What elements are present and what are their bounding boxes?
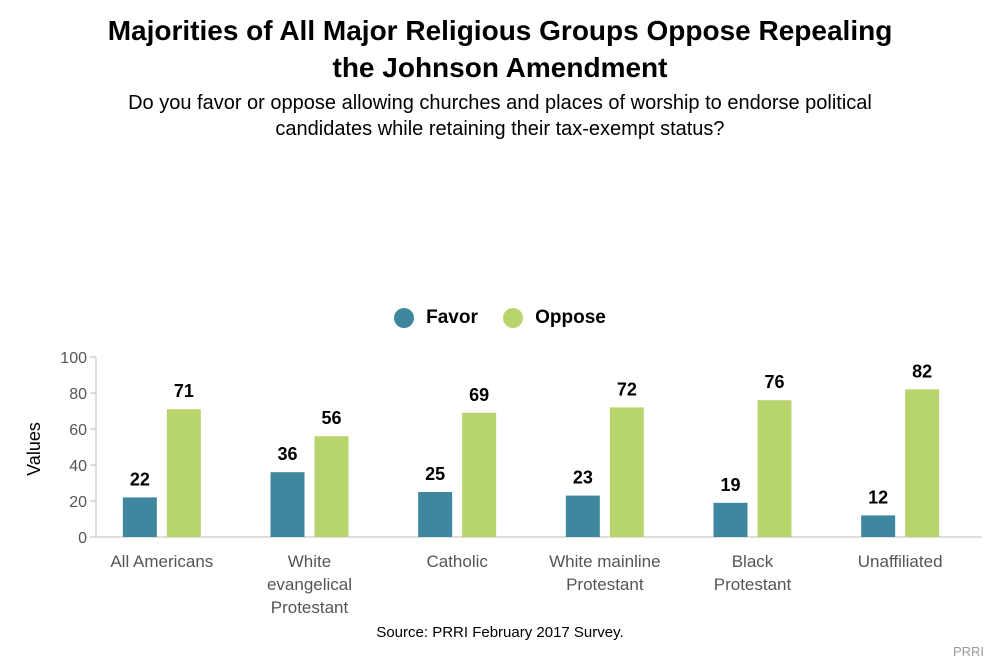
bar-favor (861, 515, 896, 537)
bar-favor (418, 492, 453, 537)
x-tick-label: White (288, 552, 331, 571)
data-label-favor: 23 (573, 468, 593, 488)
brand-watermark: PRRI (952, 644, 984, 659)
bar-oppose (462, 412, 497, 537)
bar-oppose (757, 400, 792, 537)
data-label-favor: 22 (130, 469, 150, 489)
y-tick-label: 20 (69, 494, 87, 511)
chart-subtitle-line-2: candidates while retaining their tax-exe… (275, 118, 725, 140)
source-note: Source: PRRI February 2017 Survey. (376, 624, 624, 641)
y-tick-label: 0 (78, 530, 87, 547)
chart-subtitle: Do you favor or oppose allowing churches… (0, 90, 1000, 142)
bar-oppose (609, 407, 644, 537)
x-tick-label: All Americans (110, 552, 213, 571)
bar-oppose (905, 389, 940, 537)
legend-swatch-favor (394, 308, 415, 328)
bar-oppose (166, 409, 201, 537)
x-tick-label: Black (732, 552, 774, 571)
legend-swatch-oppose (503, 308, 524, 328)
data-label-oppose: 69 (469, 385, 489, 405)
data-label-oppose: 72 (617, 379, 637, 399)
chart-title: Majorities of All Major Religious Groups… (0, 12, 1000, 86)
chart-legend: Favor Oppose (0, 307, 1000, 334)
data-label-oppose: 82 (912, 361, 932, 381)
y-axis-label: Values (24, 422, 44, 476)
x-tick-label: evangelical (267, 575, 352, 594)
data-label-favor: 19 (720, 475, 740, 495)
data-label-favor: 25 (425, 464, 445, 484)
data-label-favor: 36 (277, 444, 297, 464)
data-label-oppose: 71 (174, 381, 194, 401)
legend-label-favor: Favor (426, 307, 478, 328)
chart-title-line-1: Majorities of All Major Religious Groups… (107, 15, 893, 46)
bar-favor (122, 497, 157, 537)
bar-favor (713, 502, 748, 537)
chart-subtitle-line-1: Do you favor or oppose allowing churches… (128, 92, 872, 114)
y-tick-label: 40 (69, 458, 87, 475)
data-label-oppose: 76 (764, 372, 784, 392)
data-label-favor: 12 (868, 487, 888, 507)
x-tick-label: Catholic (426, 552, 488, 571)
y-tick-label: 80 (69, 386, 87, 403)
bar-oppose (314, 436, 349, 537)
bar-favor (270, 472, 305, 537)
legend-label-oppose: Oppose (535, 307, 606, 328)
x-tick-label: Protestant (566, 575, 644, 594)
x-tick-label: White mainline (549, 552, 661, 571)
legend-item-favor[interactable]: Favor (394, 307, 478, 329)
legend-item-oppose[interactable]: Oppose (503, 307, 606, 329)
y-tick-label: 60 (69, 422, 87, 439)
y-tick-label: 100 (60, 350, 87, 367)
bar-favor (565, 495, 600, 537)
data-label-oppose: 56 (321, 408, 341, 428)
chart-title-line-2: the Johnson Amendment (332, 52, 668, 83)
x-tick-label: Protestant (714, 575, 792, 594)
x-tick-label: Unaffiliated (858, 552, 943, 571)
x-tick-label: Protestant (271, 598, 349, 617)
